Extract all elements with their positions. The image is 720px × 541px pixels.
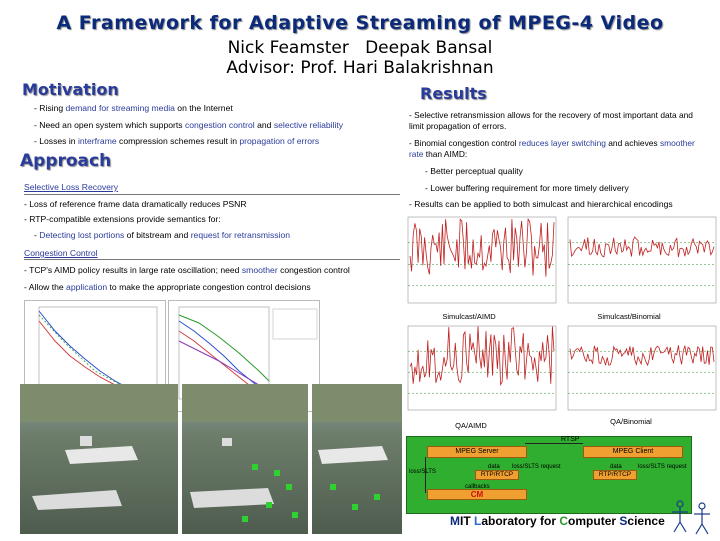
video-frame-2-svg — [182, 384, 308, 522]
boat — [32, 490, 122, 510]
rate-trace — [409, 217, 555, 277]
simulcast-plots — [402, 213, 720, 309]
cc-bullet-1: - TCP's AIMD policy results in large rat… — [24, 265, 350, 275]
mpeg-server-box: MPEG Server — [427, 446, 527, 458]
cabin — [80, 436, 92, 446]
motivation-bullet-2: - Need an open system which supports con… — [34, 120, 344, 130]
mit-logo-svg — [672, 500, 710, 535]
approach-heading: Approach — [20, 151, 112, 171]
rtsp-link — [525, 443, 583, 444]
rtsp-label: RTSP — [561, 436, 580, 443]
rate-trace-panel — [407, 325, 557, 411]
video-frame-1-svg — [20, 384, 178, 510]
artifact-block — [266, 502, 272, 508]
rtp-rtcp-box-left: RTP/RTCP — [475, 470, 519, 480]
results-bullet-4: - Lower buffering requirement for more t… — [425, 183, 629, 193]
rtp-rtcp-box-right: RTP/RTCP — [593, 470, 637, 480]
shore — [312, 384, 402, 422]
artifact-block — [292, 512, 298, 518]
curve-c — [178, 314, 270, 382]
curve-a — [178, 320, 270, 396]
advisor: Advisor: Prof. Hari Balakrishnan — [226, 58, 494, 78]
boat — [318, 446, 388, 464]
connector-line — [425, 457, 426, 493]
plot-frame — [567, 216, 717, 304]
simulcast-binomial-label: Simulcast/Binomial — [597, 312, 661, 321]
results-bullet-3: - Better perceptual quality — [425, 166, 523, 176]
video-frame-3 — [312, 384, 402, 534]
rate-trace — [409, 326, 555, 387]
lab-footer: MIT Laboratory for Computer Science — [450, 514, 665, 528]
plot-frame — [567, 325, 717, 411]
rate-trace — [569, 345, 715, 367]
cabin — [222, 438, 232, 446]
loss-request-label-left: loss/SLTS request — [512, 464, 561, 470]
architecture-diagram: RTSP MPEG Server MPEG Client loss/SLTS d… — [406, 436, 692, 514]
results-heading: Results — [420, 84, 487, 103]
slr-bullet-2: - RTP-compatible extensions provide sema… — [24, 214, 221, 224]
qa-aimd-label: QA/AIMD — [455, 421, 487, 430]
rate-trace-panel — [407, 216, 557, 304]
shore — [20, 384, 178, 422]
results-bullet-5: - Results can be applied to both simulca… — [409, 199, 673, 209]
video-frame-1 — [20, 384, 178, 534]
artifact-block — [374, 494, 380, 500]
congestion-control-label: Congestion Control — [24, 248, 98, 258]
mit-logo-icon — [668, 498, 716, 536]
curve-c — [38, 314, 158, 395]
shore — [182, 384, 308, 422]
section-divider — [24, 194, 400, 195]
artifact-block — [242, 516, 248, 522]
qa-binomial-label: QA/Binomial — [610, 417, 652, 426]
artifact-block — [352, 504, 358, 510]
motivation-bullet-1: - Rising demand for streaming media on t… — [34, 103, 233, 113]
qa-plots — [402, 322, 720, 416]
legend-box — [272, 308, 318, 340]
loss-slts-label: loss/SLTS — [409, 469, 436, 475]
data-label-left: data — [488, 464, 500, 470]
rate-trace-panel — [567, 216, 717, 304]
callbacks-label: callbacks — [465, 484, 490, 490]
rate-trace-panel — [567, 325, 717, 411]
author-names: Nick Feamster Deepak Bansal — [227, 38, 493, 58]
motivation-heading: Motivation — [22, 80, 119, 99]
cm-box: CM — [427, 489, 527, 500]
results-bullet-2: - Binomial congestion control reduces la… — [409, 138, 695, 159]
boat — [65, 446, 138, 464]
loss-request-label-right: loss/SLTS request — [638, 464, 687, 470]
authors: Nick Feamster Deepak Bansal Advisor: Pro… — [0, 38, 720, 78]
data-label-right: data — [610, 464, 622, 470]
artifact-block — [274, 470, 280, 476]
cc-bullet-2: - Allow the application to make the appr… — [24, 282, 311, 292]
slr-bullet-1: - Loss of reference frame data dramatica… — [24, 199, 247, 209]
artifact-block — [286, 484, 292, 490]
simulcast-plots-svg — [407, 216, 717, 304]
simulcast-aimd-label: Simulcast/AIMD — [442, 312, 496, 321]
artifact-block — [330, 484, 336, 490]
video-frame-3-svg — [312, 384, 402, 510]
section-divider — [24, 259, 400, 260]
artifact-block — [252, 464, 258, 470]
rate-trace — [569, 236, 715, 258]
boat — [190, 488, 274, 508]
motivation-bullet-3: - Losses in interframe compression schem… — [34, 136, 320, 146]
mpeg-client-box: MPEG Client — [583, 446, 683, 458]
poster-title: A Framework for Adaptive Streaming of MP… — [56, 12, 664, 34]
plot-frame — [407, 325, 557, 411]
qa-plots-svg — [407, 325, 717, 411]
video-frame-2 — [182, 384, 308, 534]
results-bullet-1: - Selective retransmission allows for th… — [409, 110, 693, 131]
selective-loss-recovery-label: Selective Loss Recovery — [24, 182, 119, 192]
slr-bullet-3: - Detecting lost portions of bitstream a… — [34, 230, 291, 240]
